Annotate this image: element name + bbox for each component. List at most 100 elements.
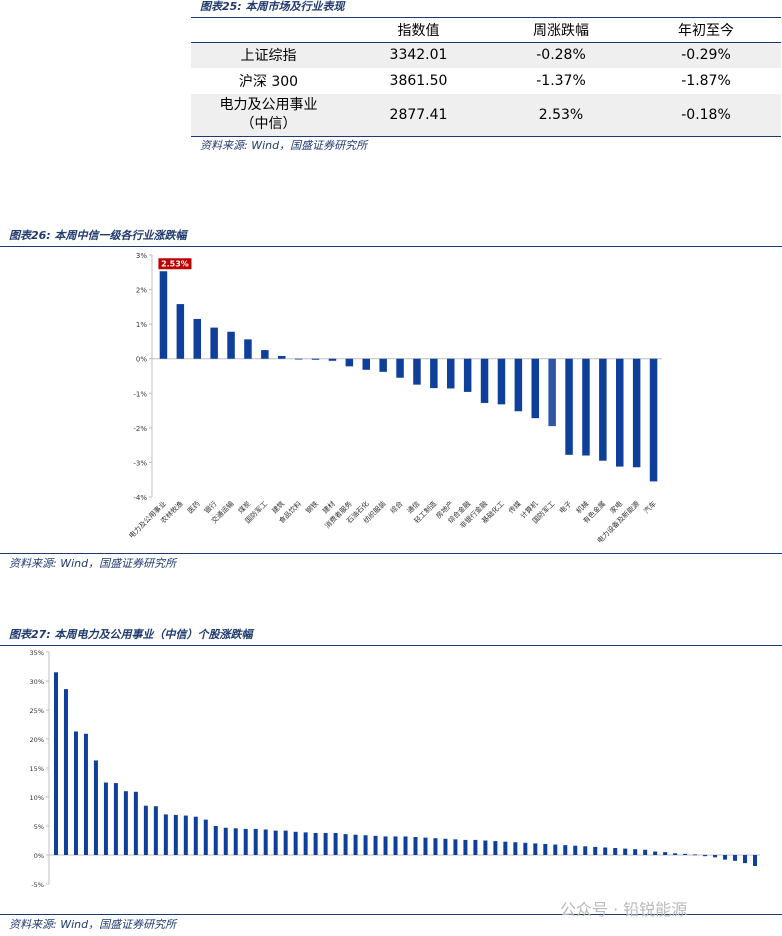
row-week: -1.37%	[536, 73, 586, 89]
bar	[433, 838, 438, 855]
y-tick-label: -2%	[133, 425, 147, 433]
bar	[233, 828, 238, 855]
table-row: 电力及公用事业 （中信） 2877.41 2.53% -0.18%	[191, 94, 781, 137]
table25-caption: 图表25: 本周市场及行业表现	[200, 0, 345, 13]
bar	[443, 838, 448, 855]
chart27-caption: 图表27: 本周电力及公用事业（中信）个股涨跌幅	[9, 628, 253, 641]
y-tick-label: 15%	[30, 765, 44, 773]
market-performance-table: 指数值 周涨跌幅 年初至今 上证综指 3342.01 -0.28% -0.29%…	[191, 19, 781, 137]
row-value: 3861.50	[389, 73, 448, 89]
bar	[513, 842, 518, 855]
row-ytd: -0.18%	[631, 94, 781, 137]
x-tick-label: 电子	[557, 499, 573, 515]
chart26-bottom-rule	[0, 553, 782, 554]
bar	[143, 805, 148, 855]
bar	[153, 806, 158, 855]
bar	[362, 358, 370, 370]
row-week: 2.53%	[491, 94, 631, 137]
y-tick-label: -5%	[31, 881, 44, 889]
bar	[565, 358, 573, 455]
bar	[173, 814, 178, 855]
row-name: 上证综指	[240, 48, 297, 65]
bar	[379, 358, 387, 372]
bar	[693, 854, 698, 856]
y-tick-label: 0%	[136, 356, 147, 364]
bar	[210, 327, 218, 359]
bar	[503, 841, 508, 855]
bar	[283, 830, 288, 855]
y-tick-label: 30%	[30, 678, 44, 686]
bar	[103, 782, 108, 855]
row-ytd: -1.87%	[681, 73, 731, 89]
bar	[493, 841, 498, 855]
x-tick-label: 汽车	[642, 499, 658, 515]
bar	[543, 843, 548, 855]
bar	[531, 358, 539, 419]
bar	[123, 791, 128, 855]
header-name	[191, 19, 346, 43]
bar	[133, 791, 138, 855]
y-tick-label: 20%	[30, 736, 44, 744]
row-name: 沪深 300	[238, 74, 299, 90]
bar	[293, 831, 298, 855]
bar	[473, 839, 478, 855]
bar	[663, 852, 668, 855]
table-header-row: 指数值 周涨跌幅 年初至今	[191, 19, 781, 43]
bar	[311, 358, 320, 360]
bar	[393, 836, 398, 855]
bar	[599, 358, 607, 461]
bar	[613, 848, 618, 855]
bar	[582, 358, 590, 456]
bar	[673, 853, 678, 855]
bar	[343, 834, 348, 855]
bar	[563, 845, 568, 855]
bar	[396, 358, 404, 378]
header-ytd: 年初至今	[631, 19, 781, 43]
bar	[653, 851, 658, 855]
row-week: -0.28%	[536, 47, 586, 64]
bar	[713, 855, 718, 858]
y-tick-label: 5%	[34, 823, 44, 831]
bar	[703, 855, 708, 857]
bar	[632, 358, 641, 468]
bar	[328, 358, 337, 361]
y-tick-label: 3%	[136, 252, 147, 260]
chart26-caption: 图表26: 本周中信一级各行业涨跌幅	[9, 229, 187, 242]
bar	[73, 731, 78, 855]
bar	[649, 358, 658, 482]
bar	[223, 827, 228, 855]
bar	[548, 358, 556, 427]
y-tick-label: 10%	[30, 794, 44, 802]
bar	[193, 318, 201, 359]
bar	[523, 842, 528, 855]
bar	[193, 816, 198, 855]
row-name-line2: （中信）	[240, 115, 297, 132]
bar	[63, 689, 68, 855]
bar	[453, 839, 458, 855]
y-tick-label: -3%	[133, 459, 147, 467]
header-index-value: 指数值	[346, 19, 491, 43]
x-tick-label: 钢铁	[304, 499, 320, 515]
bar	[447, 358, 455, 389]
bar	[345, 358, 354, 367]
bar	[313, 832, 318, 855]
chart27-top-rule	[0, 645, 782, 646]
data-label-bg	[158, 258, 192, 270]
y-tick-label: 1%	[136, 321, 147, 329]
chart27-bottom-rule	[0, 914, 782, 915]
table-row: 沪深 300 3861.50 -1.37% -1.87%	[191, 68, 781, 94]
bar	[263, 829, 268, 855]
bar	[603, 847, 608, 855]
row-name-line1: 电力及公用事业	[219, 96, 318, 113]
header-week-change: 周涨跌幅	[491, 19, 631, 43]
y-tick-label: -4%	[133, 494, 147, 502]
bar	[583, 846, 588, 855]
bar	[463, 839, 468, 855]
bar	[403, 836, 408, 855]
watermark-text: 公众号 · 铅锐能源	[560, 900, 688, 919]
bar	[723, 855, 728, 860]
bar	[753, 855, 758, 867]
bar	[497, 358, 506, 405]
bar	[203, 819, 208, 855]
bar	[413, 358, 421, 385]
